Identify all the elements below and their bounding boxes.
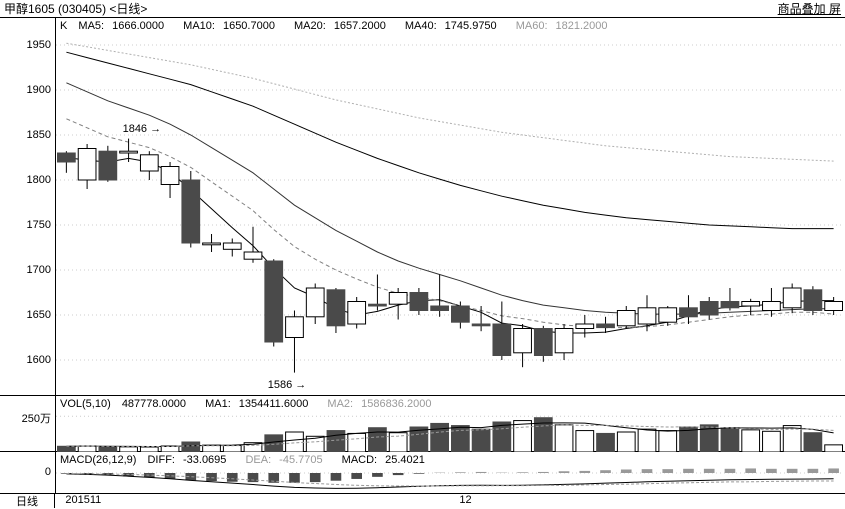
vol-bar [472,429,490,452]
y-tick-label: 1750 [27,219,51,231]
y-tick-label: 1900 [27,84,51,96]
candle [452,306,470,322]
vol-bar [721,428,739,452]
price-annotation: 1586 → [268,379,307,391]
vol-bar [452,426,470,452]
vol-bar [659,431,677,452]
vol-bar [431,423,449,452]
candle [721,302,739,308]
vol-bar [576,431,594,452]
y-tick-label: 1600 [27,354,51,366]
vol-bar [742,430,760,452]
candle [120,151,138,153]
candle [203,243,221,245]
macd-chart: 0 MACD(26,12,9) DIFF:-33.0695 DEA:-45.77… [0,452,845,494]
candle [369,304,387,306]
candle [182,180,200,243]
vol-y-label: 250万 [22,410,51,426]
candle [617,311,635,326]
vol-bar [597,433,615,452]
macd-svg [56,452,844,494]
footer-label: 日线 [0,494,55,508]
main-y-axis: 1600 1650 1700 1750 1800 1850 1900 1950 [0,18,55,395]
date-label: 201511 [65,494,101,506]
candle [348,302,366,325]
candle [99,151,117,180]
vol-bar [555,425,573,452]
y-tick-label: 1950 [27,39,51,51]
y-tick-label: 1800 [27,174,51,186]
candle [472,324,490,326]
candle [493,324,511,356]
candle [804,290,822,311]
vol-bar [265,435,283,452]
vol-y-axis: 250万 [0,396,55,451]
candle [680,308,698,317]
candle [244,252,262,259]
candle [78,149,96,181]
candle [638,308,656,324]
y-tick-label: 1700 [27,264,51,276]
vol-bar [638,429,656,452]
vol-bar [369,428,387,452]
candle [223,243,241,249]
macd-y-label: 0 [45,466,51,478]
date-label: 12 [459,494,471,506]
footer-bar: 日线 201511 12 [0,494,845,508]
candle [286,317,304,338]
y-tick-label: 1650 [27,309,51,321]
candle [58,153,76,162]
candle [140,155,158,171]
candle [534,329,552,356]
vol-bar [514,421,532,452]
candle [576,324,594,329]
candle [306,288,324,317]
candle [431,306,449,311]
vol-bar [182,442,200,452]
candle [700,302,718,316]
vol-svg [56,396,844,452]
main-svg [56,18,844,396]
candle [659,308,677,322]
vol-bar [825,445,843,452]
header-bar: 甲醇1605 (030405) <日线> 商品叠加 屏 [0,0,845,18]
candle [410,293,428,311]
y-tick-label: 1850 [27,129,51,141]
candle [514,329,532,353]
ma-line-ma60 [66,43,833,161]
vol-bar [763,431,781,452]
instrument-title: 甲醇1605 (030405) <日线> [4,0,778,17]
vol-bar [327,431,345,452]
candle [555,329,573,353]
candle [265,261,283,342]
candle [389,293,407,305]
overlay-link[interactable]: 商品叠加 屏 [778,0,841,17]
vol-bar [804,433,822,452]
candle [327,290,345,326]
vol-bar [223,445,241,452]
volume-chart: 250万 VOL(5,10) 487778.0000 MA1:1354411.6… [0,396,845,452]
candle [597,324,615,328]
vol-bar [617,432,635,452]
candle [783,288,801,308]
main-chart: 16001650170017501800185019001950 K MA5:1… [0,18,845,396]
candle [742,302,760,307]
macd-y-axis: 0 [0,452,55,493]
candle [825,302,843,311]
footer-dates: 201511 12 [55,494,845,508]
vol-bar [286,432,304,452]
candle [763,302,781,311]
price-annotation: 1846 → [123,123,162,135]
vol-bar [348,433,366,452]
candle [161,167,179,185]
